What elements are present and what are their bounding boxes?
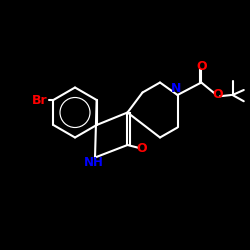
Text: NH: NH [84,156,104,169]
Text: Br: Br [32,94,48,106]
Text: N: N [171,82,181,95]
Text: O: O [196,60,206,73]
Text: O: O [212,88,223,102]
Text: O: O [136,142,146,155]
